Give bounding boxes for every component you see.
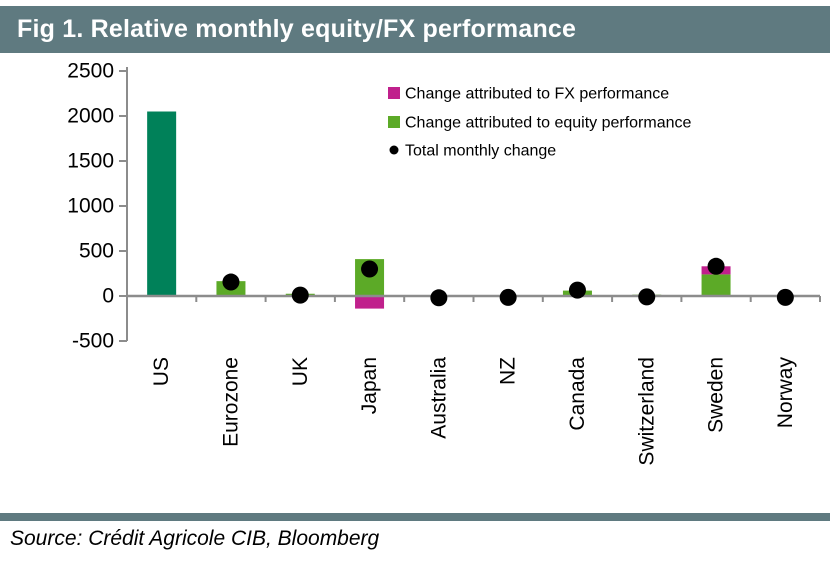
legend-marker-dot-icon [389, 145, 399, 155]
dot-australia [430, 289, 448, 307]
figure-title-bar: Fig 1. Relative monthly equity/FX perfor… [0, 6, 830, 53]
chart-svg: 2500 2000 1500 1000 500 0 -500 US Eurozone UK Japa… [67, 60, 821, 466]
source-text: Source: Crédit Agricole CIB, Bloomberg [10, 527, 380, 550]
x-label-eurozone: Eurozone [219, 357, 242, 447]
legend-label: Change attributed to equity performance [405, 115, 692, 132]
dot-nz [499, 288, 517, 306]
dot-canada [568, 281, 586, 299]
legend-label: Change attributed to FX performance [405, 86, 669, 103]
x-label-us: US [150, 357, 173, 386]
x-label-japan: Japan [358, 357, 381, 414]
y-tick-label: 1000 [67, 195, 114, 218]
chart-area: 2500 2000 1500 1000 500 0 -500 US Eurozone UK Japa… [0, 56, 830, 513]
y-tick-label: 0 [102, 285, 114, 308]
dot-sweden [707, 257, 725, 275]
footer-divider [0, 513, 830, 521]
bar-sweden-equity [701, 274, 731, 296]
x-label-nz: NZ [497, 357, 520, 385]
x-label-sweden: Sweden [705, 357, 728, 433]
legend-marker-square-icon [388, 116, 400, 128]
bar-japan-fx [355, 296, 385, 309]
dot-eurozone [222, 273, 240, 291]
y-tick-label: -500 [72, 330, 114, 353]
x-label-uk: UK [289, 357, 312, 386]
dot-uk [291, 286, 309, 304]
dot-switzerland [638, 288, 656, 306]
legend-label: Total monthly change [405, 143, 556, 160]
y-tick-label: 500 [79, 240, 114, 263]
y-tick-label: 2000 [67, 105, 114, 128]
x-label-canada: Canada [566, 357, 589, 431]
dot-japan [361, 260, 379, 278]
bar-us-equity [147, 111, 177, 296]
figure-title: Fig 1. Relative monthly equity/FX perfor… [17, 15, 577, 43]
y-tick-label: 2500 [67, 60, 114, 83]
x-label-switzerland: Switzerland [635, 357, 658, 466]
y-tick-label: 1500 [67, 150, 114, 173]
x-label-australia: Australia [427, 357, 450, 439]
legend-marker-square-icon [388, 87, 400, 99]
dot-norway [776, 288, 794, 306]
x-label-norway: Norway [774, 357, 797, 429]
